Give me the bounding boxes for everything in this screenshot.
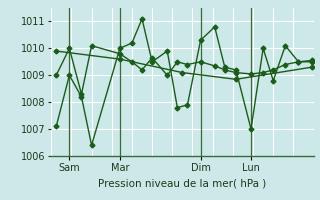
X-axis label: Pression niveau de la mer( hPa ): Pression niveau de la mer( hPa ) bbox=[98, 178, 267, 188]
